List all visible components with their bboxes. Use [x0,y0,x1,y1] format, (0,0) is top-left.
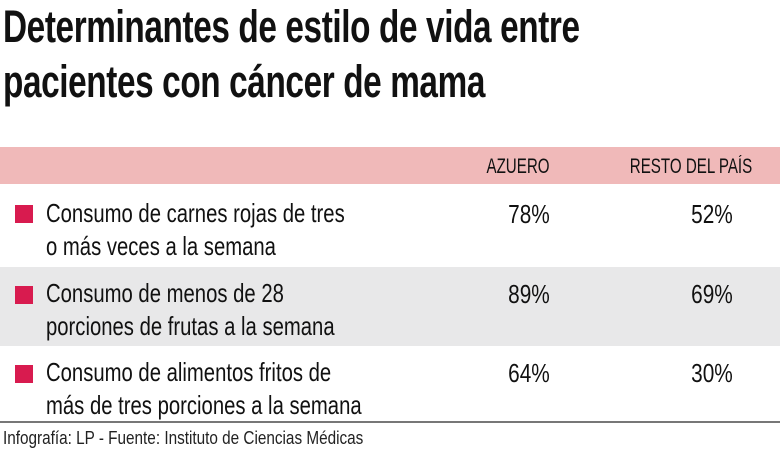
table-row: Consumo de carnes rojas de tres o más ve… [0,185,780,267]
column-header-resto: RESTO DEL PAÍS [629,155,753,178]
column-header-azuero: AZUERO [486,155,550,178]
value-azuero: 64% [508,358,550,388]
value-resto: 69% [691,279,733,309]
row-label-line: o más veces a la semana [46,231,276,261]
row-label-line: Consumo de menos de 28 [46,278,284,308]
value-azuero: 78% [508,199,550,229]
title-line-2: pacientes con cáncer de mama [3,56,485,107]
table-header-band [0,147,780,184]
row-label-line: más de tres porciones a la semana [46,390,362,420]
source-credit: Infografía: LP - Fuente: Instituto de Ci… [3,428,364,448]
row-label-line: Consumo de alimentos fritos de [46,357,332,387]
table-row: Consumo de menos de 28 porciones de frut… [0,267,780,346]
title-line-1: Determinantes de estilo de vida entre [3,1,580,52]
footer-divider [0,421,780,423]
value-azuero: 89% [508,279,550,309]
value-resto: 52% [691,199,733,229]
row-label-line: Consumo de carnes rojas de tres [46,198,345,228]
table-row: Consumo de alimentos fritos de más de tr… [0,346,780,421]
bullet-square-icon [15,365,33,383]
value-resto: 30% [691,358,733,388]
row-label-line: porciones de frutas a la semana [46,311,335,341]
bullet-square-icon [15,286,33,304]
bullet-square-icon [15,205,33,223]
